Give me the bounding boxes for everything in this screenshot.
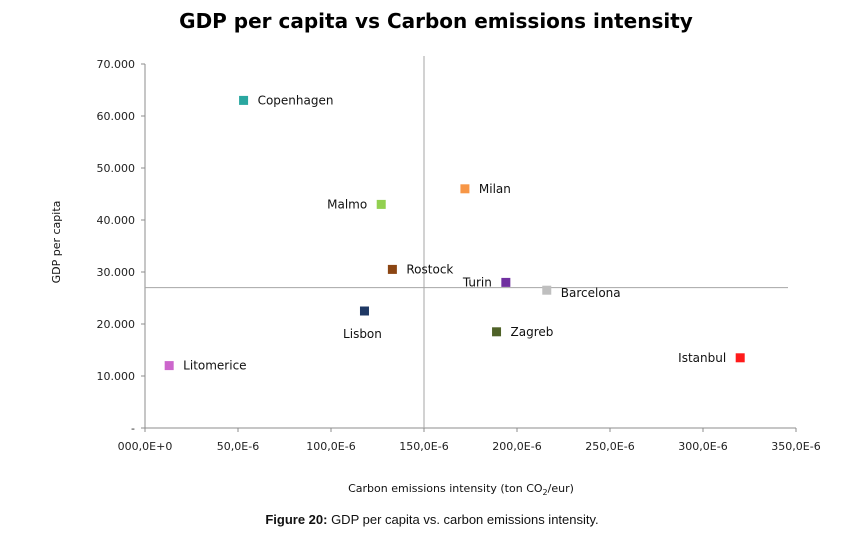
- x-axis-label-subscript: 2: [543, 488, 548, 497]
- y-tick-label: 60.000: [97, 110, 136, 123]
- point-label: Turin: [462, 275, 492, 289]
- point-marker: [492, 327, 502, 337]
- point-label: Copenhagen: [258, 93, 334, 107]
- x-tick-label: 150,0E-6: [399, 440, 448, 453]
- x-tick-label: 250,0E-6: [585, 440, 634, 453]
- point-marker: [735, 353, 745, 363]
- y-tick-label: 30.000: [97, 266, 136, 279]
- point-milan: Milan: [460, 182, 511, 196]
- x-tick-label: 200,0E-6: [492, 440, 541, 453]
- x-tick-label: 50,0E-6: [217, 440, 259, 453]
- point-copenhagen: Copenhagen: [239, 93, 333, 107]
- x-tick-label: 100,0E-6: [306, 440, 355, 453]
- y-tick-label: 50.000: [97, 162, 136, 175]
- point-marker: [501, 277, 511, 287]
- point-label: Rostock: [406, 262, 453, 276]
- x-axis-label-end: /eur): [548, 482, 574, 495]
- x-tick-label: 000,0E+0: [118, 440, 173, 453]
- point-rostock: Rostock: [387, 262, 453, 276]
- point-barcelona: Barcelona: [542, 285, 621, 300]
- x-tick-label: 350,0E-6: [771, 440, 820, 453]
- y-tick-label: 20.000: [97, 318, 136, 331]
- y-tick-label: 10.000: [97, 370, 136, 383]
- point-label: Lisbon: [343, 327, 382, 341]
- chart-title: GDP per capita vs Carbon emissions inten…: [179, 9, 693, 33]
- point-marker: [542, 285, 552, 295]
- point-marker: [164, 361, 174, 371]
- point-marker: [376, 199, 386, 209]
- point-turin: Turin: [462, 275, 511, 289]
- y-axis-label: GDP per capita: [50, 201, 63, 284]
- point-marker: [387, 264, 397, 274]
- x-tick-label: 300,0E-6: [678, 440, 727, 453]
- point-label: Litomerice: [183, 359, 246, 373]
- plot-area: - 10.000 20.000 30.000 40.000 50.000 60.000 70.…: [97, 56, 821, 453]
- caption-label: Figure 20:: [265, 512, 328, 527]
- point-label: Malmo: [327, 197, 367, 211]
- point-marker: [239, 95, 249, 105]
- point-litomerice: Litomerice: [164, 359, 247, 373]
- point-label: Zagreb: [511, 325, 554, 339]
- point-label: Istanbul: [678, 351, 726, 365]
- figure-caption: Figure 20: GDP per capita vs. carbon emi…: [0, 512, 864, 527]
- point-marker: [460, 184, 470, 194]
- x-axis-label-main: Carbon emissions intensity (ton CO: [348, 482, 543, 495]
- point-malmo: Malmo: [327, 197, 386, 211]
- point-istanbul: Istanbul: [678, 351, 745, 365]
- y-tick-label: 70.000: [97, 58, 136, 71]
- point-zagreb: Zagreb: [492, 325, 553, 339]
- x-axis-label: Carbon emissions intensity (ton CO2/eur): [348, 482, 574, 497]
- point-label: Milan: [479, 182, 511, 196]
- point-marker: [359, 306, 369, 316]
- y-tick-label: -: [131, 422, 135, 435]
- y-tick-label: 40.000: [97, 214, 136, 227]
- point-lisbon: Lisbon: [343, 306, 382, 341]
- point-label: Barcelona: [561, 286, 621, 300]
- caption-text: GDP per capita vs. carbon emissions inte…: [327, 512, 599, 527]
